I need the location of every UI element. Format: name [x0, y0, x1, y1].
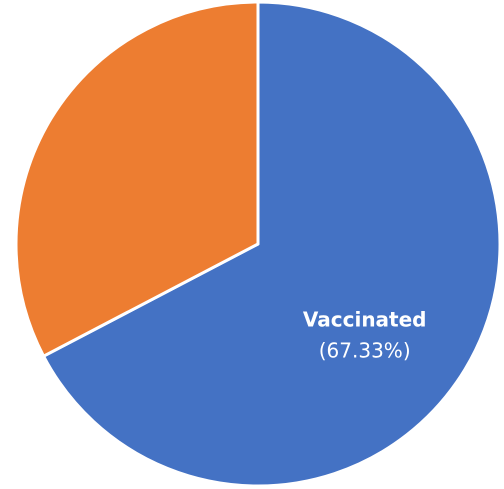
slice-labels: Vaccinated (67.33%): [303, 308, 427, 363]
pie-slice-slice-2: [14, 0, 260, 358]
pie-slice-vaccinated: [42, 0, 502, 488]
pie-slices: [14, 0, 502, 488]
data-label-percent: (67.33%): [319, 339, 411, 363]
data-label-vaccinated: Vaccinated (67.33%): [303, 308, 427, 363]
data-label-name: Vaccinated: [303, 308, 427, 332]
